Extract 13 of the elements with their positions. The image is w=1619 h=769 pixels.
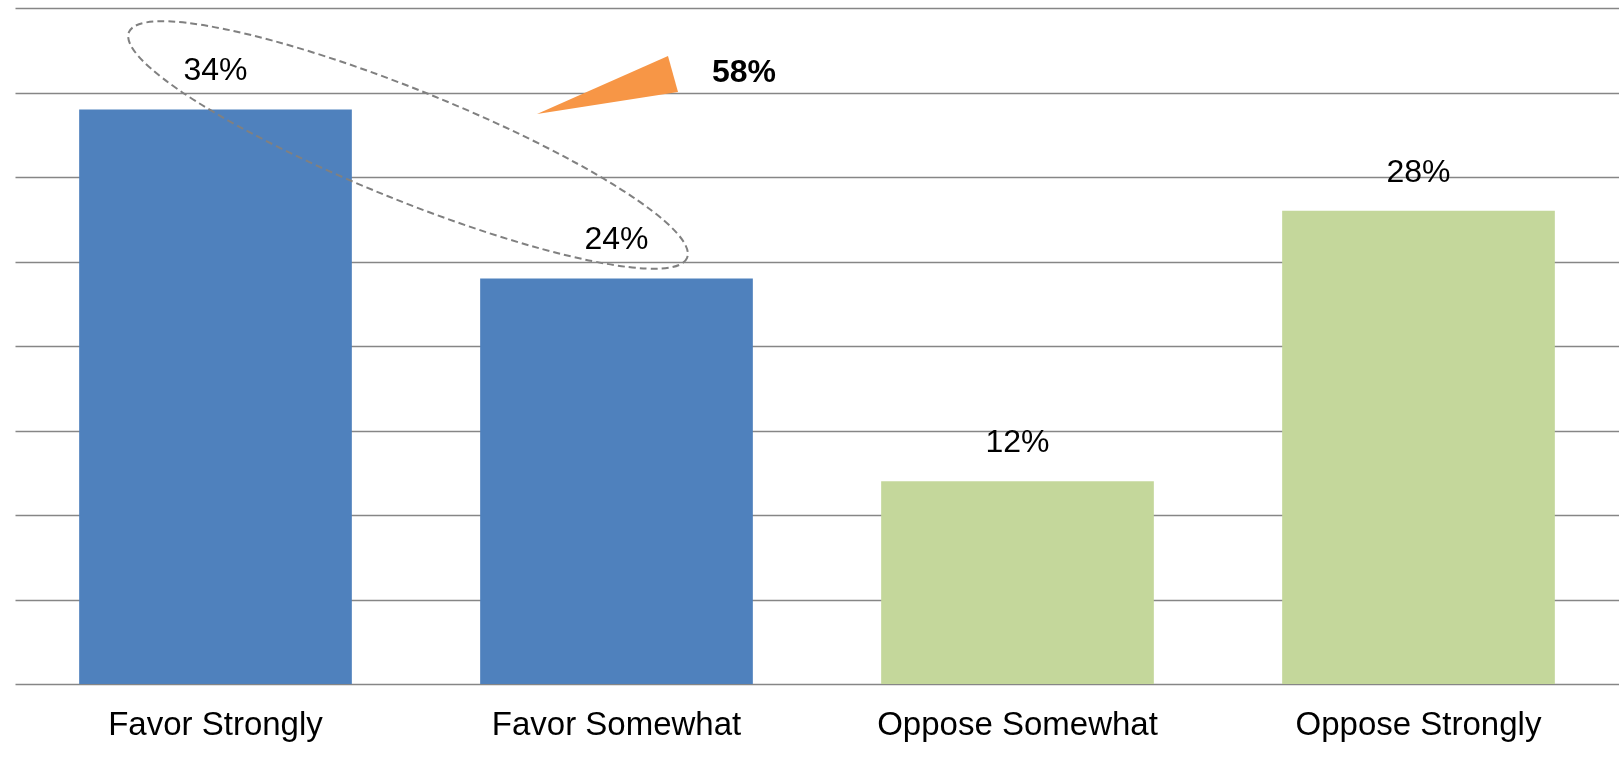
- data-label: 24%: [584, 220, 649, 257]
- x-tick-label: Favor Somewhat: [491, 704, 742, 742]
- bar: [1282, 210, 1555, 684]
- data-label: 28%: [1386, 152, 1451, 189]
- data-label: 34%: [183, 51, 248, 88]
- data-label: 12%: [985, 423, 1050, 460]
- x-tick-label: Oppose Somewhat: [877, 704, 1158, 742]
- bar: [79, 109, 352, 684]
- bar: [881, 481, 1154, 684]
- x-tick-label: Oppose Strongly: [1295, 704, 1542, 742]
- bar: [480, 278, 753, 684]
- x-tick-label: Favor Strongly: [108, 704, 324, 742]
- annotation: 58%: [712, 53, 777, 89]
